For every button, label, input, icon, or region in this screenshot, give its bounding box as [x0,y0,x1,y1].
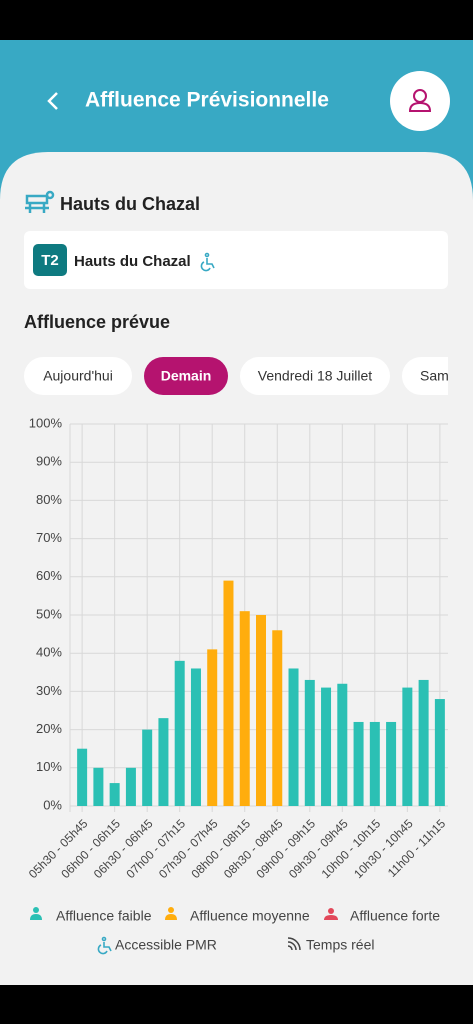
section-title: Affluence prévue [24,312,170,332]
day-chip[interactable] [402,357,473,395]
bar [402,687,413,806]
bar [77,748,88,806]
day-chip-label: Vendredi 18 Juillet [258,368,373,384]
y-tick-label: 20% [36,721,62,736]
day-chip-label: Demain [161,368,212,384]
bar [109,783,120,806]
legend-label: Affluence forte [350,908,440,924]
bar [190,668,201,806]
legend-icon [33,907,39,913]
station-name: Hauts du Chazal [60,194,200,214]
day-chip[interactable] [24,357,132,395]
y-tick-label: 30% [36,683,62,698]
day-chip-label: Aujourd'hui [43,368,113,384]
bar [353,721,364,806]
line-card[interactable] [24,231,448,289]
y-tick-label: 0% [43,797,62,812]
y-tick-label: 50% [36,606,62,621]
y-tick-label: 80% [36,492,62,507]
back-button[interactable] [47,92,58,110]
bar [288,668,299,806]
bar [223,580,234,806]
bar [174,660,185,806]
bar [386,721,397,806]
station-icon [25,190,55,213]
line-badge [33,244,67,276]
bar [207,649,218,806]
bar [304,679,315,806]
legend-icon [168,907,174,913]
y-tick-label: 90% [36,454,62,469]
y-tick-label: 40% [36,645,62,660]
y-tick-label: 100% [29,415,63,430]
bar [434,699,445,806]
day-chip[interactable] [240,357,390,395]
y-tick-label: 70% [36,530,62,545]
pmr-icon [200,252,215,272]
bar [239,611,250,806]
bar [125,767,136,806]
bar [321,687,332,806]
bar [272,630,283,806]
legend-icon [30,914,42,920]
bar [418,679,429,806]
stop-name: Hauts du Chazal [74,253,191,270]
legend-label: Accessible PMR [115,937,217,953]
legend-label: Affluence moyenne [190,908,310,924]
line-code: T2 [41,252,59,269]
day-chip-label: Sam [420,368,449,384]
legend-icon [324,915,338,920]
legend-label: Temps réel [306,937,374,953]
legend-icon [97,936,112,955]
legend-icon [328,908,334,914]
legend-label: Affluence faible [56,908,152,924]
day-chip[interactable] [144,357,228,395]
bar [158,718,169,806]
legend-icon [165,914,177,920]
profile-icon [408,101,432,112]
title: Affluence Prévisionnelle [85,89,329,112]
bar [369,721,380,806]
bar [337,683,348,806]
bar [142,729,153,806]
bar [256,615,266,806]
y-tick-label: 60% [36,568,62,583]
y-tick-label: 10% [36,759,62,774]
bar [93,767,104,806]
legend-icon [287,937,301,951]
